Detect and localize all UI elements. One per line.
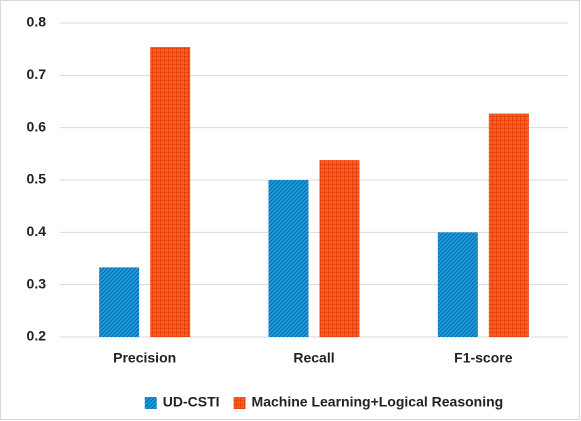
legend-label: Machine Learning+Logical Reasoning [252, 394, 504, 410]
y-tick-label: 0.5 [27, 171, 47, 187]
x-tick-label: Recall [293, 350, 334, 366]
y-tick-label: 0.3 [27, 275, 47, 291]
bar [437, 232, 478, 337]
y-tick-label: 0.4 [27, 223, 47, 239]
y-tick-label: 0.7 [27, 66, 47, 82]
bar [268, 180, 309, 337]
y-tick-label: 0.2 [27, 328, 47, 344]
legend-swatch [233, 397, 246, 409]
y-tick-label: 0.8 [27, 14, 47, 30]
bar [319, 160, 360, 337]
legend-label: UD-CSTI [163, 394, 220, 410]
x-tick-label: F1-score [454, 350, 513, 366]
y-tick-label: 0.6 [27, 118, 47, 134]
bar [99, 267, 140, 337]
bar [150, 47, 191, 337]
legend-swatch [144, 397, 157, 409]
x-tick-label: Precision [113, 350, 176, 366]
bar [488, 113, 529, 337]
